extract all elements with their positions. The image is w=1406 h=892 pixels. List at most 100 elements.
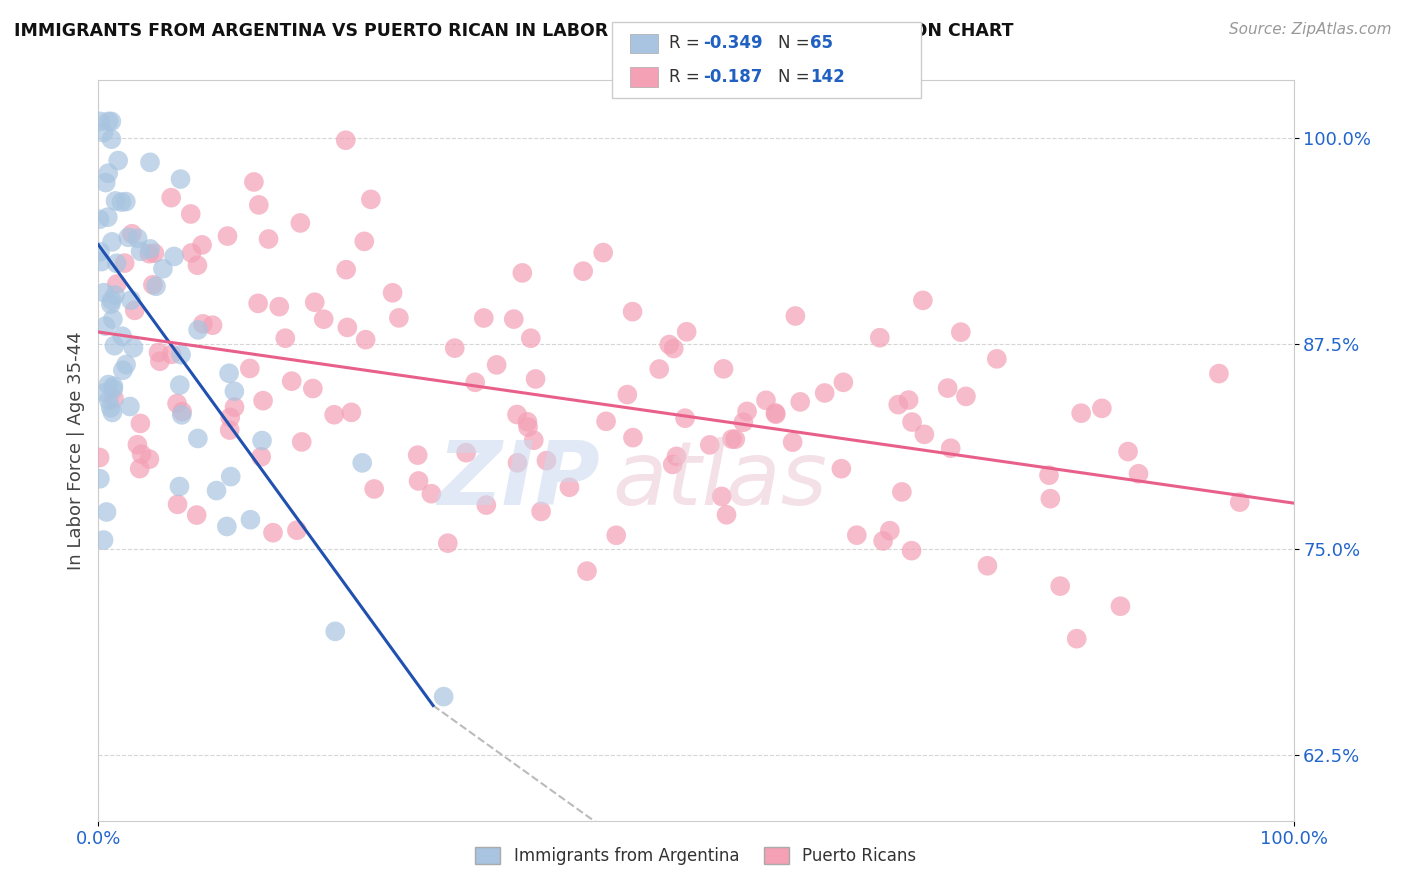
- Point: [121, 227, 143, 241]
- Y-axis label: In Labor Force | Age 35-44: In Labor Force | Age 35-44: [66, 331, 84, 570]
- Point: [94, 385, 117, 400]
- Point: [1109, 599, 1132, 614]
- Point: [118, 400, 141, 414]
- Point: [172, 404, 194, 418]
- Point: [1070, 406, 1092, 420]
- Point: [312, 312, 335, 326]
- Point: [90, 254, 112, 268]
- Point: [139, 242, 162, 256]
- Point: [621, 431, 644, 445]
- Point: [911, 293, 934, 308]
- Point: [845, 528, 868, 542]
- Point: [485, 358, 508, 372]
- Text: N =: N =: [778, 35, 814, 53]
- Point: [170, 348, 193, 362]
- Point: [506, 408, 529, 422]
- Point: [675, 325, 697, 339]
- Point: [243, 175, 266, 189]
- Point: [169, 479, 191, 493]
- Point: [520, 331, 543, 345]
- Point: [949, 325, 972, 339]
- Point: [127, 438, 149, 452]
- Point: [901, 415, 924, 429]
- Point: [592, 245, 614, 260]
- Point: [388, 310, 411, 325]
- Point: [648, 362, 671, 376]
- Point: [218, 423, 240, 437]
- Point: [616, 387, 638, 401]
- Point: [936, 381, 959, 395]
- Text: N =: N =: [778, 68, 814, 86]
- Point: [252, 393, 274, 408]
- Point: [1116, 444, 1139, 458]
- Point: [152, 261, 174, 276]
- Point: [100, 114, 122, 128]
- Point: [1128, 467, 1150, 481]
- Point: [148, 345, 170, 359]
- Point: [186, 508, 208, 522]
- Point: [1208, 367, 1230, 381]
- Point: [187, 432, 209, 446]
- Point: [506, 456, 529, 470]
- Point: [572, 264, 595, 278]
- Point: [912, 427, 935, 442]
- Text: Source: ZipAtlas.com: Source: ZipAtlas.com: [1229, 22, 1392, 37]
- Point: [145, 279, 167, 293]
- Point: [104, 194, 127, 208]
- Point: [352, 456, 374, 470]
- Point: [733, 415, 755, 429]
- Point: [381, 285, 404, 300]
- Point: [360, 193, 382, 207]
- Point: [661, 458, 683, 472]
- Point: [138, 452, 160, 467]
- Point: [89, 114, 111, 128]
- Point: [170, 408, 193, 422]
- Point: [138, 246, 160, 260]
- Point: [101, 235, 124, 249]
- Point: [464, 376, 486, 390]
- Point: [290, 216, 312, 230]
- Point: [105, 256, 128, 270]
- Text: -0.349: -0.349: [703, 35, 762, 53]
- Point: [1039, 491, 1062, 506]
- Point: [621, 304, 644, 318]
- Point: [437, 536, 460, 550]
- Point: [765, 407, 787, 421]
- Point: [658, 337, 681, 351]
- Point: [713, 361, 735, 376]
- Point: [100, 401, 122, 415]
- Point: [516, 415, 538, 429]
- Point: [890, 484, 912, 499]
- Point: [302, 382, 325, 396]
- Point: [94, 319, 117, 334]
- Point: [89, 450, 111, 465]
- Point: [524, 372, 547, 386]
- Point: [575, 564, 598, 578]
- Point: [605, 528, 627, 542]
- Point: [814, 386, 837, 401]
- Point: [955, 389, 977, 403]
- Point: [103, 382, 125, 396]
- Point: [110, 195, 132, 210]
- Point: [169, 378, 191, 392]
- Point: [101, 312, 124, 326]
- Point: [724, 432, 747, 446]
- Point: [186, 258, 208, 272]
- Point: [274, 331, 297, 345]
- Point: [97, 166, 120, 180]
- Point: [523, 434, 546, 448]
- Point: [595, 414, 617, 428]
- Point: [103, 379, 125, 393]
- Point: [721, 432, 744, 446]
- Point: [304, 295, 326, 310]
- Point: [160, 191, 183, 205]
- Point: [517, 420, 540, 434]
- Point: [124, 303, 146, 318]
- Point: [239, 361, 262, 376]
- Point: [224, 384, 246, 399]
- Point: [472, 310, 495, 325]
- Text: ZIP: ZIP: [437, 436, 600, 524]
- Point: [662, 342, 685, 356]
- Point: [353, 235, 375, 249]
- Point: [215, 519, 238, 533]
